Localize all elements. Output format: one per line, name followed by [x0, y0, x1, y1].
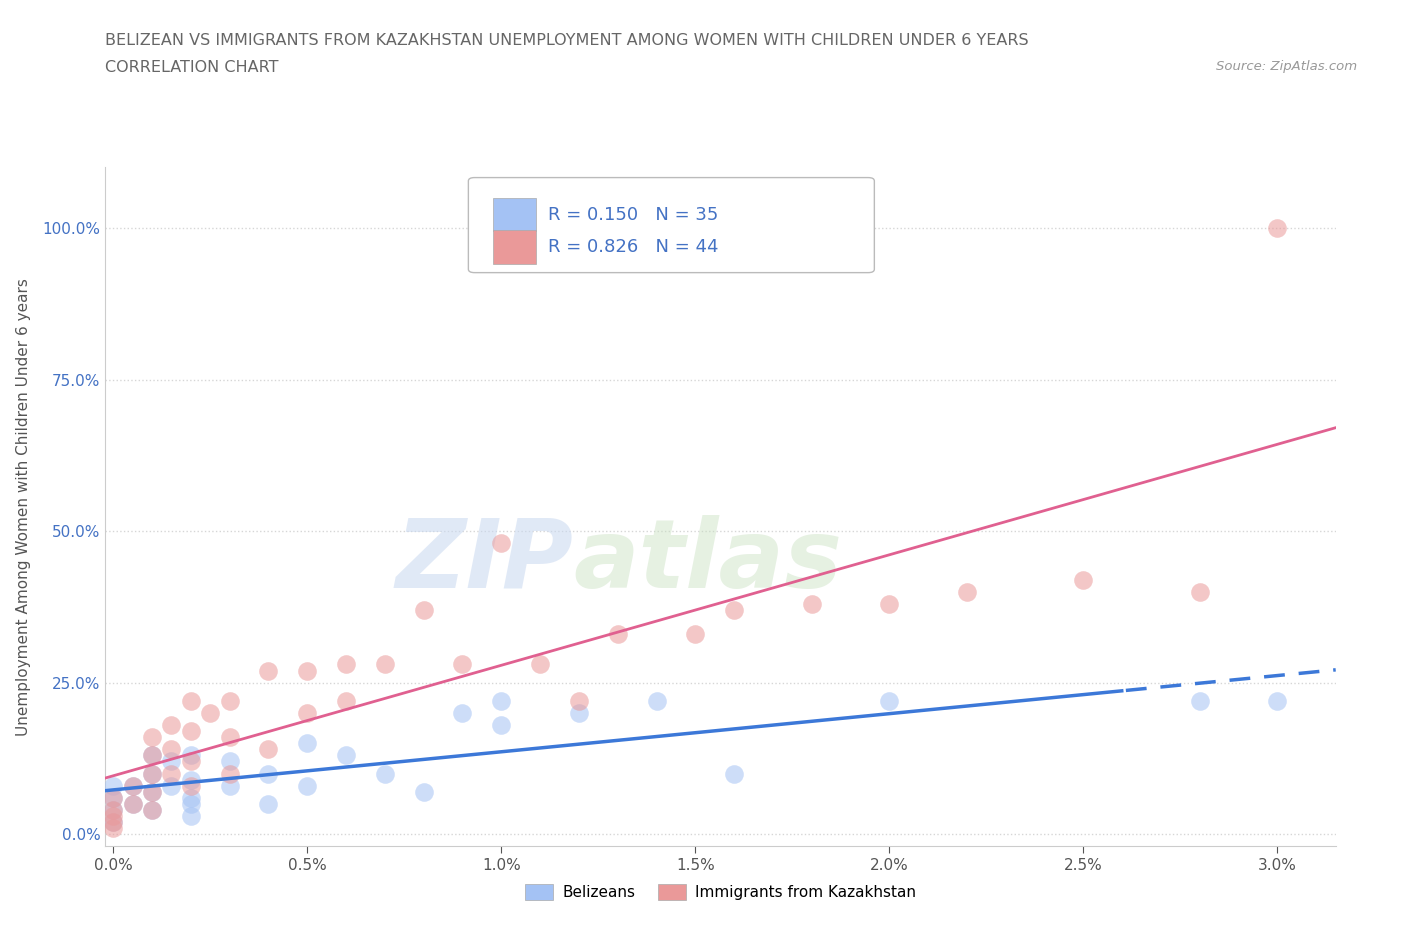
Point — [200, 706, 222, 721]
Point — [956, 584, 979, 599]
Point — [568, 694, 591, 709]
Point — [1188, 694, 1211, 709]
Point — [160, 754, 183, 769]
Point — [141, 803, 163, 817]
Point — [335, 694, 357, 709]
Legend: Belizeans, Immigrants from Kazakhstan: Belizeans, Immigrants from Kazakhstan — [519, 878, 922, 907]
Point — [180, 748, 202, 763]
Point — [180, 778, 202, 793]
Point — [491, 718, 513, 733]
Bar — [494, 197, 536, 232]
Point — [121, 778, 143, 793]
Point — [141, 748, 163, 763]
Point — [103, 790, 125, 805]
Point — [800, 596, 823, 611]
Point — [257, 663, 280, 678]
Point — [257, 742, 280, 757]
Point — [1188, 584, 1211, 599]
Point — [606, 627, 628, 642]
Point — [297, 778, 319, 793]
Point — [141, 803, 163, 817]
Point — [103, 778, 125, 793]
Point — [160, 766, 183, 781]
Point — [257, 766, 280, 781]
Point — [218, 754, 240, 769]
Text: R = 0.826   N = 44: R = 0.826 N = 44 — [548, 238, 718, 256]
Point — [103, 815, 125, 830]
Point — [160, 718, 183, 733]
Point — [160, 742, 183, 757]
Point — [723, 603, 745, 618]
Point — [180, 694, 202, 709]
Point — [374, 766, 396, 781]
Point — [180, 754, 202, 769]
Point — [121, 778, 143, 793]
Point — [335, 657, 357, 671]
Point — [491, 536, 513, 551]
Point — [103, 803, 125, 817]
Point — [103, 808, 125, 823]
Point — [141, 748, 163, 763]
Point — [218, 766, 240, 781]
Text: CORRELATION CHART: CORRELATION CHART — [105, 60, 278, 75]
Point — [1267, 694, 1289, 709]
Point — [1073, 572, 1095, 587]
Point — [879, 596, 901, 611]
Point — [451, 657, 474, 671]
Point — [103, 815, 125, 830]
Point — [218, 730, 240, 745]
Point — [491, 694, 513, 709]
Text: atlas: atlas — [574, 514, 842, 607]
Point — [141, 730, 163, 745]
Point — [160, 778, 183, 793]
Text: ZIP: ZIP — [395, 514, 574, 607]
Y-axis label: Unemployment Among Women with Children Under 6 years: Unemployment Among Women with Children U… — [17, 278, 31, 736]
Point — [335, 748, 357, 763]
Point — [297, 736, 319, 751]
Point — [645, 694, 668, 709]
Point — [374, 657, 396, 671]
Point — [180, 772, 202, 787]
Point — [141, 784, 163, 799]
Point — [412, 784, 434, 799]
Point — [180, 796, 202, 811]
Point — [141, 766, 163, 781]
Point — [141, 766, 163, 781]
Point — [723, 766, 745, 781]
Point — [879, 694, 901, 709]
Point — [141, 784, 163, 799]
Bar — [494, 231, 536, 264]
Point — [180, 790, 202, 805]
Point — [180, 724, 202, 738]
Point — [180, 808, 202, 823]
Point — [218, 694, 240, 709]
Point — [529, 657, 551, 671]
Text: Source: ZipAtlas.com: Source: ZipAtlas.com — [1216, 60, 1357, 73]
Point — [103, 820, 125, 835]
Point — [257, 796, 280, 811]
FancyBboxPatch shape — [468, 178, 875, 272]
Point — [121, 796, 143, 811]
Point — [103, 790, 125, 805]
Point — [568, 706, 591, 721]
Point — [685, 627, 707, 642]
Point — [297, 663, 319, 678]
Point — [1267, 220, 1289, 235]
Point — [412, 603, 434, 618]
Point — [451, 706, 474, 721]
Point — [121, 796, 143, 811]
Point — [297, 706, 319, 721]
Text: R = 0.150   N = 35: R = 0.150 N = 35 — [548, 206, 718, 223]
Point — [103, 803, 125, 817]
Text: BELIZEAN VS IMMIGRANTS FROM KAZAKHSTAN UNEMPLOYMENT AMONG WOMEN WITH CHILDREN UN: BELIZEAN VS IMMIGRANTS FROM KAZAKHSTAN U… — [105, 33, 1029, 47]
Point — [218, 778, 240, 793]
